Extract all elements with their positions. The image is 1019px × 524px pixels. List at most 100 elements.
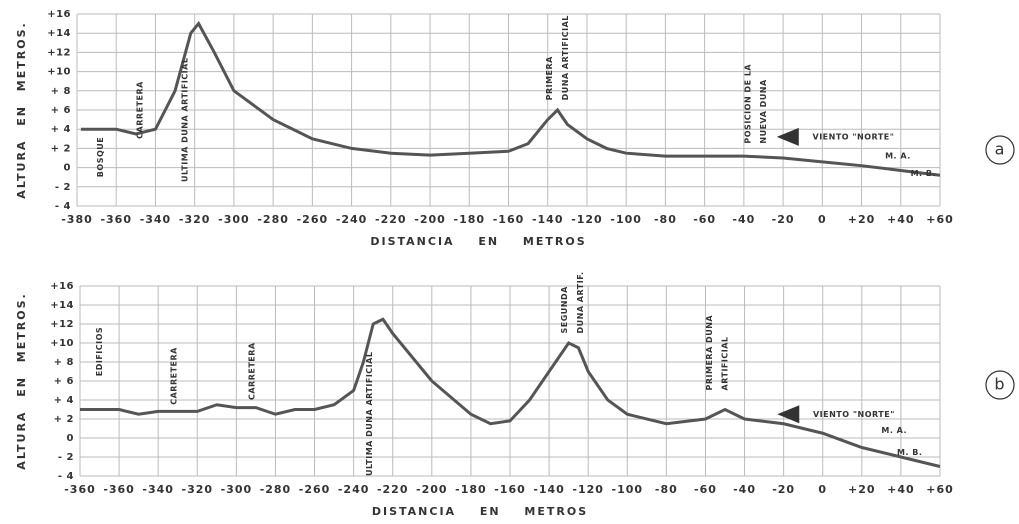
- x-tick-label: -360: [100, 213, 132, 226]
- x-tick-label: -40: [732, 213, 755, 226]
- x-tick-label: -260: [299, 483, 331, 496]
- profile-line: [80, 20, 941, 177]
- annotation: ULTIMA DUNA ARTIFICIAL: [365, 352, 374, 476]
- y-tick-label: - 4: [58, 471, 74, 482]
- x-tick-label: +20: [848, 213, 876, 226]
- x-tick-label: -60: [694, 483, 717, 496]
- annotation: PRIMERA DUNA: [705, 315, 714, 391]
- x-tick-label: -140: [532, 213, 564, 226]
- x-tick-label: -80: [655, 483, 678, 496]
- profile-line: [80, 317, 941, 468]
- annotation: CARRETERA: [135, 81, 144, 139]
- x-tick-label: +20: [848, 483, 876, 496]
- y-tick-label: +14: [47, 28, 71, 39]
- x-tick-label: -200: [414, 213, 446, 226]
- y-tick-label: 0: [67, 433, 74, 444]
- y-tick-label: - 4: [55, 201, 71, 212]
- x-tick-label: -200: [416, 483, 448, 496]
- x-tick-label: -20: [772, 483, 795, 496]
- panel-circle: [985, 135, 1015, 165]
- x-tick-label: -300: [221, 483, 253, 496]
- annotation: POSICION DE LA: [743, 64, 752, 144]
- annotation: M. A.: [885, 152, 911, 161]
- annotation: SEGUNDA: [560, 286, 569, 334]
- x-tick-label: +40: [887, 483, 915, 496]
- y-tick-label: - 2: [55, 182, 71, 193]
- y-tick-label: +16: [50, 281, 74, 292]
- y-tick-label: + 2: [51, 143, 71, 154]
- x-tick-label: +60: [926, 483, 954, 496]
- x-tick-label: -100: [610, 213, 642, 226]
- x-axis-label: DISTANCIA EN METROS: [370, 235, 586, 248]
- x-tick-label: -240: [336, 213, 368, 226]
- annotation: VIENTO "NORTE": [813, 410, 895, 419]
- panel-label: a: [995, 140, 1006, 159]
- x-axis-label: DISTANCIA EN METROS: [372, 505, 588, 518]
- annotation: M. A.: [881, 426, 907, 435]
- x-tick-label: -180: [455, 483, 487, 496]
- y-tick-label: + 2: [54, 414, 74, 425]
- y-tick-label: +10: [47, 67, 71, 78]
- x-tick-label: -360: [64, 483, 96, 496]
- y-tick-label: +16: [47, 9, 71, 20]
- x-tick-label: -220: [375, 213, 407, 226]
- annotation: M. B.: [897, 448, 922, 457]
- y-tick-label: + 8: [51, 86, 71, 97]
- panel-circle: [985, 370, 1015, 400]
- y-tick-label: +10: [50, 338, 74, 349]
- x-tick-label: -160: [493, 213, 525, 226]
- x-tick-label: -240: [338, 483, 370, 496]
- annotation: M. B.: [911, 169, 936, 178]
- y-tick-label: +14: [50, 300, 74, 311]
- annotation: DUNA ARTIF.: [576, 271, 585, 333]
- wind-arrow: [777, 405, 800, 424]
- x-tick-label: -40: [733, 483, 756, 496]
- annotation: VIENTO "NORTE": [813, 132, 895, 141]
- x-tick-label: -320: [182, 483, 214, 496]
- y-tick-label: - 2: [58, 452, 74, 463]
- annotation: CARRETERA: [248, 342, 257, 400]
- x-tick-label: -320: [179, 213, 211, 226]
- annotation: DUNA ARTIFICIAL: [561, 15, 570, 100]
- x-tick-label: -380: [61, 213, 93, 226]
- x-tick-label: +60: [926, 213, 954, 226]
- y-tick-label: + 6: [54, 376, 74, 387]
- y-axis-label: ALTURA EN METROS.: [15, 292, 28, 469]
- x-tick-label: -340: [142, 483, 174, 496]
- wind-arrow: [776, 127, 799, 146]
- x-tick-label: -220: [377, 483, 409, 496]
- y-tick-label: + 6: [51, 105, 71, 116]
- x-tick-label: -360: [103, 483, 135, 496]
- panel-label: b: [994, 375, 1005, 394]
- y-tick-label: +12: [47, 47, 71, 58]
- x-tick-label: -140: [533, 483, 565, 496]
- y-axis-label: ALTURA EN METROS.: [15, 21, 28, 198]
- x-tick-label: +40: [887, 213, 915, 226]
- x-tick-label: -120: [572, 483, 604, 496]
- x-tick-label: -160: [494, 483, 526, 496]
- x-tick-label: -80: [654, 213, 677, 226]
- x-tick-label: -100: [612, 483, 644, 496]
- x-tick-label: -300: [218, 213, 250, 226]
- x-tick-label: -20: [772, 213, 795, 226]
- annotation: PRIMERA: [545, 56, 554, 101]
- annotation: BOSQUE: [96, 137, 105, 177]
- x-tick-label: -280: [257, 213, 289, 226]
- annotation: ULTIMA DUNA ARTIFICIAL: [180, 58, 189, 182]
- annotation: NUEVA DUNA: [759, 79, 768, 144]
- x-tick-label: -340: [140, 213, 172, 226]
- x-tick-label: -180: [454, 213, 486, 226]
- x-tick-label: 0: [818, 483, 827, 496]
- y-tick-label: +12: [50, 319, 74, 330]
- x-tick-label: 0: [818, 213, 827, 226]
- x-tick-label: -280: [260, 483, 292, 496]
- y-tick-label: 0: [64, 163, 71, 174]
- y-tick-label: + 4: [54, 395, 74, 406]
- y-tick-label: + 8: [54, 357, 74, 368]
- x-tick-label: -120: [571, 213, 603, 226]
- annotation: EDIFICIOS: [95, 327, 104, 376]
- annotation: CARRETERA: [169, 347, 178, 405]
- x-tick-label: -260: [297, 213, 329, 226]
- y-tick-label: + 4: [51, 124, 71, 135]
